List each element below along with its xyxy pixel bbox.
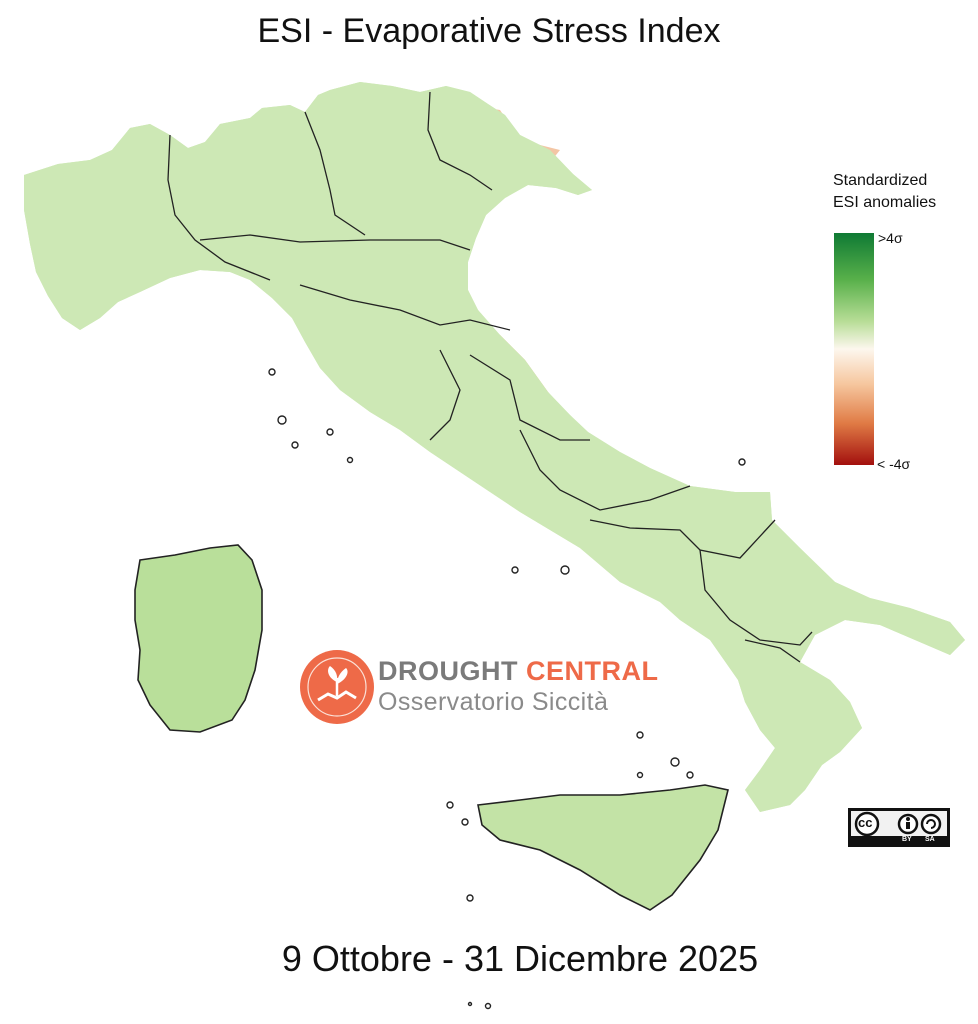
cc-label: cc (858, 815, 873, 830)
cc-license-badge: cc BY SA (848, 808, 950, 847)
by-label: BY (902, 836, 912, 843)
mainland-italy (23, 81, 966, 813)
sardinia (134, 544, 263, 733)
legend-min-label: < -4σ (877, 456, 911, 472)
legend-colorbar (834, 233, 874, 465)
drought-central-logo-icon (300, 650, 374, 724)
cc-by-sa-icon (854, 811, 942, 837)
legend-max-label: >4σ (878, 230, 903, 246)
sa-label: SA (925, 836, 935, 843)
map-title: ESI - Evaporative Stress Index (257, 12, 721, 50)
brand-name: DROUGHT CENTRAL (378, 656, 659, 686)
date-range: 9 Ottobre - 31 Dicembre 2025 (281, 938, 759, 979)
sicily (477, 784, 729, 911)
brand-subtitle: Osservatorio Siccità (378, 688, 609, 716)
legend-title: Standardized ESI anomalies (833, 172, 937, 211)
minor-islands (268, 368, 746, 1010)
